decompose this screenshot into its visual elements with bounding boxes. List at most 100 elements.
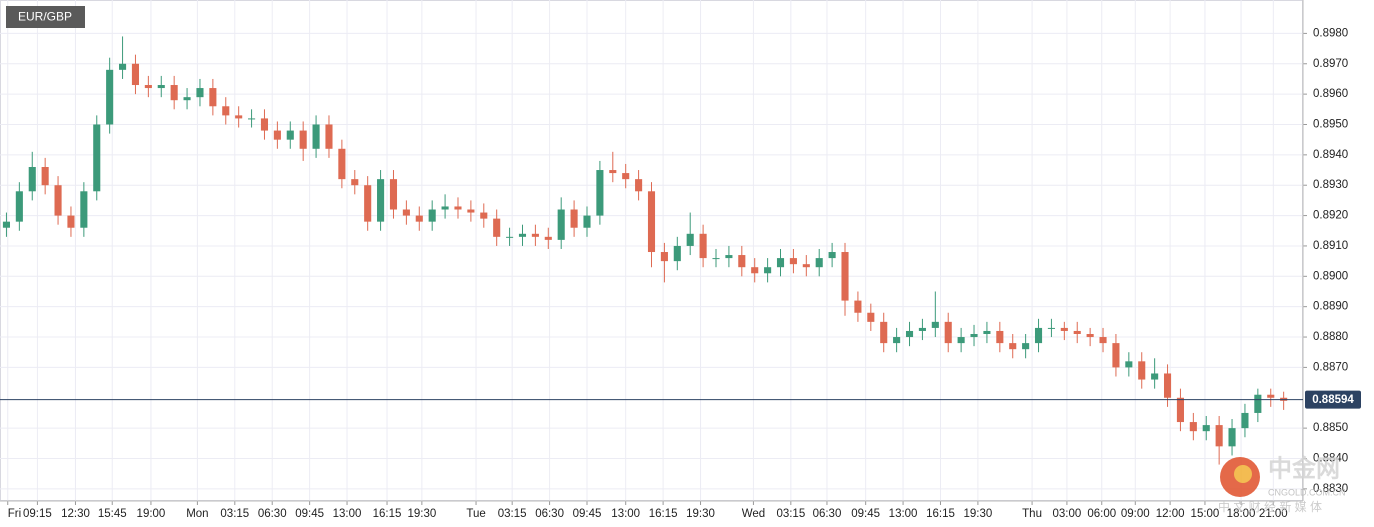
- candle-body: [1112, 343, 1120, 368]
- last-price-label: 0.88594: [1312, 394, 1354, 406]
- x-tick-label: 03:00: [1053, 508, 1082, 520]
- candle-body: [1047, 327, 1055, 329]
- candle-body: [402, 209, 410, 216]
- candle-body: [918, 327, 926, 331]
- candle-body: [996, 330, 1004, 344]
- candle-body: [1138, 361, 1146, 380]
- candle-body: [1176, 397, 1184, 423]
- candle-body: [764, 267, 772, 274]
- candle-body: [441, 206, 449, 210]
- candle-body: [544, 236, 552, 240]
- last-price-box: [1305, 390, 1361, 409]
- candle-body: [428, 209, 436, 222]
- candle-body: [41, 167, 49, 186]
- candle-body: [970, 334, 978, 338]
- candle-body: [67, 215, 75, 228]
- candle-body: [867, 312, 875, 322]
- y-tick-label: 0.8930: [1313, 179, 1348, 191]
- candle-body: [893, 337, 901, 344]
- candle-body: [235, 115, 243, 119]
- candle-body: [1009, 343, 1017, 350]
- candle-body: [131, 63, 140, 86]
- watermark-brand: 中金网: [1268, 454, 1340, 482]
- candle-body: [389, 179, 398, 210]
- candle-body: [1163, 373, 1172, 398]
- x-tick-label: 19:30: [407, 508, 436, 520]
- x-tick-label: 09:15: [23, 508, 52, 520]
- candle-body: [170, 85, 178, 101]
- candle-body: [789, 258, 797, 265]
- x-tick-label: 09:45: [573, 508, 602, 520]
- candle-body: [1073, 330, 1081, 334]
- x-tick-label: 15:45: [98, 508, 127, 520]
- candle-body: [609, 170, 617, 174]
- x-tick-label: 21:00: [1259, 508, 1288, 520]
- candle-body: [751, 267, 759, 274]
- candle-body: [622, 173, 630, 180]
- x-tick-label: 09:45: [851, 508, 880, 520]
- candle-body: [377, 179, 385, 222]
- x-tick-label: 06:30: [813, 508, 842, 520]
- candle-body: [325, 124, 333, 149]
- candle-body: [1202, 425, 1210, 432]
- y-tick-label: 0.8910: [1313, 240, 1348, 252]
- candle-body: [1151, 373, 1159, 380]
- candle-body: [841, 252, 849, 301]
- x-tick-label: 16:15: [373, 508, 402, 520]
- x-tick-label: 06:30: [535, 508, 564, 520]
- y-tick-label: 0.8900: [1313, 270, 1348, 282]
- x-tick-label: 13:00: [889, 508, 918, 520]
- y-tick-label: 0.8870: [1313, 361, 1348, 373]
- candle-body: [557, 209, 565, 240]
- candle-body: [957, 337, 965, 344]
- candle-body: [54, 185, 62, 216]
- candle-body: [1189, 422, 1197, 432]
- candle-body: [815, 258, 823, 268]
- y-tick-label: 0.8840: [1313, 453, 1348, 465]
- x-tick-label: 06:30: [258, 508, 287, 520]
- candle-body: [15, 191, 23, 222]
- candle-body: [1034, 327, 1043, 344]
- candle-body: [454, 206, 462, 210]
- y-tick-label: 0.8880: [1313, 331, 1348, 343]
- x-tick-label: 03:15: [220, 508, 249, 520]
- watermark: 中金网 CNGOLD.COM.CN 中 文 财 经 新 媒 体: [1218, 454, 1346, 514]
- y-tick-label: 0.8890: [1313, 301, 1348, 313]
- x-tick-label: 15:00: [1191, 508, 1220, 520]
- y-tick-label: 0.8950: [1313, 119, 1348, 131]
- candle-body: [828, 252, 836, 259]
- candle-body: [596, 170, 604, 216]
- candle-body: [480, 212, 488, 219]
- candle-body: [570, 209, 578, 228]
- candle-body: [880, 321, 888, 344]
- y-tick-label: 0.8960: [1313, 88, 1348, 100]
- x-tick-label: 09:45: [295, 508, 324, 520]
- candle-body: [635, 179, 643, 192]
- candle-body: [1254, 394, 1262, 413]
- x-tick-label: 06:00: [1087, 508, 1116, 520]
- x-tick-label: 16:15: [926, 508, 955, 520]
- x-tick-label: 03:15: [498, 508, 527, 520]
- candle-body: [415, 215, 423, 222]
- candle-body: [983, 330, 991, 334]
- candle-body: [312, 124, 320, 149]
- x-tick-label: 19:00: [137, 508, 166, 520]
- x-tick-label: Wed: [742, 508, 765, 520]
- candle-body: [222, 106, 230, 116]
- x-tick-label: 03:15: [776, 508, 805, 520]
- candle-body: [80, 191, 88, 228]
- candle-body: [93, 124, 101, 192]
- x-tick-label: 19:30: [686, 508, 715, 520]
- x-tick-label: 19:30: [964, 508, 993, 520]
- candle-body: [583, 215, 591, 228]
- candle-body: [518, 233, 527, 237]
- candle-body: [531, 233, 539, 237]
- candle-body: [493, 218, 501, 237]
- candle-body: [686, 233, 694, 246]
- candle-body: [1099, 337, 1107, 344]
- x-tick-label: 13:00: [611, 508, 640, 520]
- candle-body: [209, 88, 217, 107]
- chart-title: EUR/GBP: [18, 10, 72, 24]
- candle-body: [738, 255, 746, 268]
